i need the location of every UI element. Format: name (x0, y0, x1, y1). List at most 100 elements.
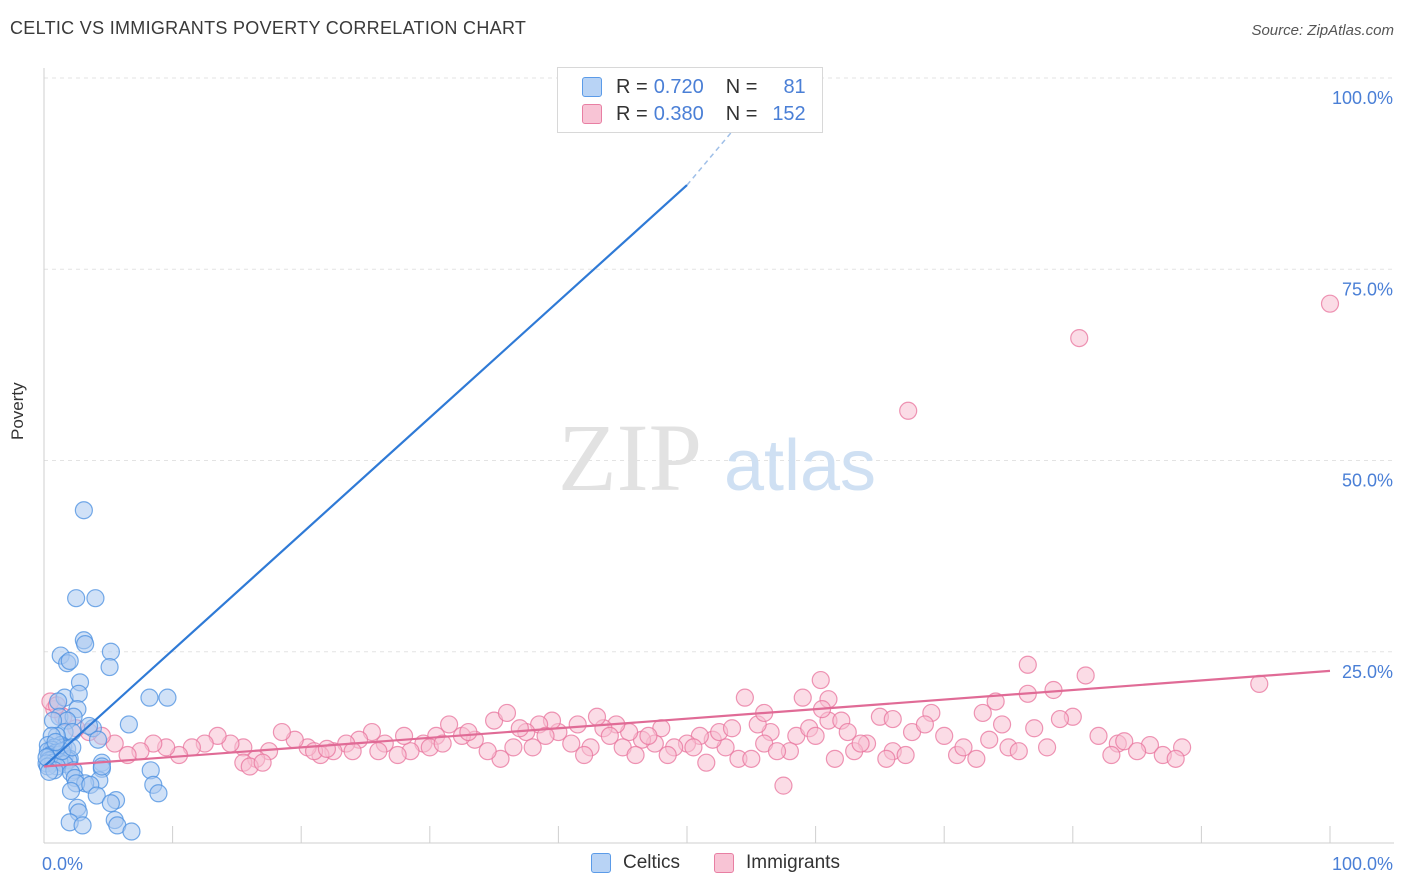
immigrants-point (626, 745, 645, 765)
celtics-point (74, 501, 93, 520)
y-tick-label: 25.0% (1342, 662, 1393, 682)
celtics-point (149, 784, 168, 803)
legend-swatch-celtics (582, 77, 602, 97)
tick-labels: 25.0% 50.0% 75.0% 100.0% 0.0% 100.0% (42, 88, 1393, 874)
immigrants-point (369, 742, 388, 761)
immigrants-point (1250, 674, 1269, 693)
immigrants-point (1089, 726, 1108, 746)
immigrants-point (1127, 742, 1147, 761)
immigrants-point (1320, 294, 1340, 313)
immigrants-point (388, 745, 407, 765)
immigrants-point (587, 707, 607, 726)
immigrants-point (317, 739, 337, 759)
celtics-legend-label: Celtics (623, 852, 681, 873)
immigrants-point (722, 719, 742, 738)
immigrants-point (899, 401, 918, 420)
legend-row-immigrants: R = 0.380 N = 152 (582, 103, 806, 125)
legend-n-label: N = (725, 75, 758, 98)
immigrants-swatch (714, 853, 734, 873)
immigrants-point (915, 715, 935, 734)
immigrants-point (272, 722, 292, 742)
immigrants-point (1102, 745, 1121, 765)
watermark-zip: ZIP (558, 404, 702, 511)
celtics-point (88, 730, 108, 749)
watermark-atlas: atlas (724, 426, 876, 506)
immigrants-point (497, 703, 517, 723)
immigrants-point (838, 722, 857, 742)
celtics-point (119, 715, 138, 734)
immigrants-point (478, 742, 497, 761)
celtics-trend-line (43, 184, 688, 768)
immigrants-point (1009, 742, 1028, 761)
axes (43, 68, 1394, 844)
immigrants-point (562, 734, 581, 753)
immigrants-point (767, 742, 787, 761)
y-tick-label: 100.0% (1332, 88, 1393, 108)
immigrants-point (1166, 749, 1185, 768)
immigrants-point (568, 715, 587, 734)
x-tick-label: 0.0% (42, 854, 83, 874)
celtics-point (101, 794, 120, 813)
immigrants-point (1037, 738, 1057, 757)
legend-r-value: 0.380 (653, 102, 704, 125)
celtics-point (158, 688, 177, 707)
celtics-point (73, 816, 92, 835)
immigrants-point (394, 726, 414, 746)
celtics-point (100, 657, 119, 677)
immigrants-point (600, 726, 619, 746)
immigrants-point (433, 734, 452, 753)
immigrants-point (343, 742, 362, 761)
legend-n-label: N = (725, 102, 758, 125)
immigrants-point (439, 715, 459, 734)
celtics-point (49, 692, 68, 711)
immigrants-point (1115, 732, 1134, 751)
immigrants-point (883, 709, 902, 729)
immigrants-point (536, 726, 555, 746)
immigrants-point (523, 738, 542, 757)
immigrants-point (1050, 709, 1070, 729)
legend-swatch-immigrants (582, 104, 602, 124)
immigrants-point (851, 734, 870, 753)
legend-n-value: 152 (772, 102, 806, 125)
chart-title: CELTIC VS IMMIGRANTS POVERTY CORRELATION… (10, 18, 527, 38)
immigrants-point (1025, 719, 1044, 738)
immigrants-point (992, 715, 1012, 734)
watermark: ZIP atlas (558, 404, 876, 511)
immigrants-point (973, 703, 992, 723)
immigrants-point (639, 726, 658, 746)
immigrants-point (793, 688, 812, 707)
legend-r-value: 0.720 (653, 75, 704, 98)
immigrants-point (1070, 329, 1089, 348)
immigrants-point (806, 726, 825, 746)
celtics-point (86, 589, 105, 608)
legend-row-celtics: R = 0.720 N = 81 (582, 76, 806, 98)
immigrants-point (697, 753, 716, 772)
chart-source: Source: ZipAtlas.com (1251, 22, 1394, 39)
celtics-point (67, 589, 86, 608)
celtics-point (76, 634, 95, 654)
immigrants-point (504, 738, 523, 757)
celtics-point (140, 688, 159, 707)
immigrants-point (253, 753, 272, 772)
immigrants-point (811, 670, 830, 690)
immigrants-point (684, 738, 703, 757)
y-tick-label: 75.0% (1342, 279, 1393, 299)
immigrants-point (954, 738, 973, 757)
immigrants-point (774, 776, 793, 795)
immigrants-point (825, 749, 844, 768)
immigrants-point (935, 726, 954, 746)
immigrants-point (967, 749, 986, 768)
immigrants-point (742, 749, 761, 768)
immigrants-point (459, 722, 478, 742)
legend-r-label: R = (616, 75, 648, 98)
immigrants-point (510, 719, 529, 738)
bottom-legend-celtics: Celtics (591, 852, 680, 874)
immigrants-trend-line (43, 669, 1331, 768)
immigrants-point (1018, 655, 1037, 674)
immigrants-point (1076, 666, 1095, 685)
celtics-point (60, 651, 79, 671)
x-tick-label: 100.0% (1332, 854, 1393, 874)
grid-lines (44, 77, 1394, 653)
celtics-point (46, 732, 65, 752)
